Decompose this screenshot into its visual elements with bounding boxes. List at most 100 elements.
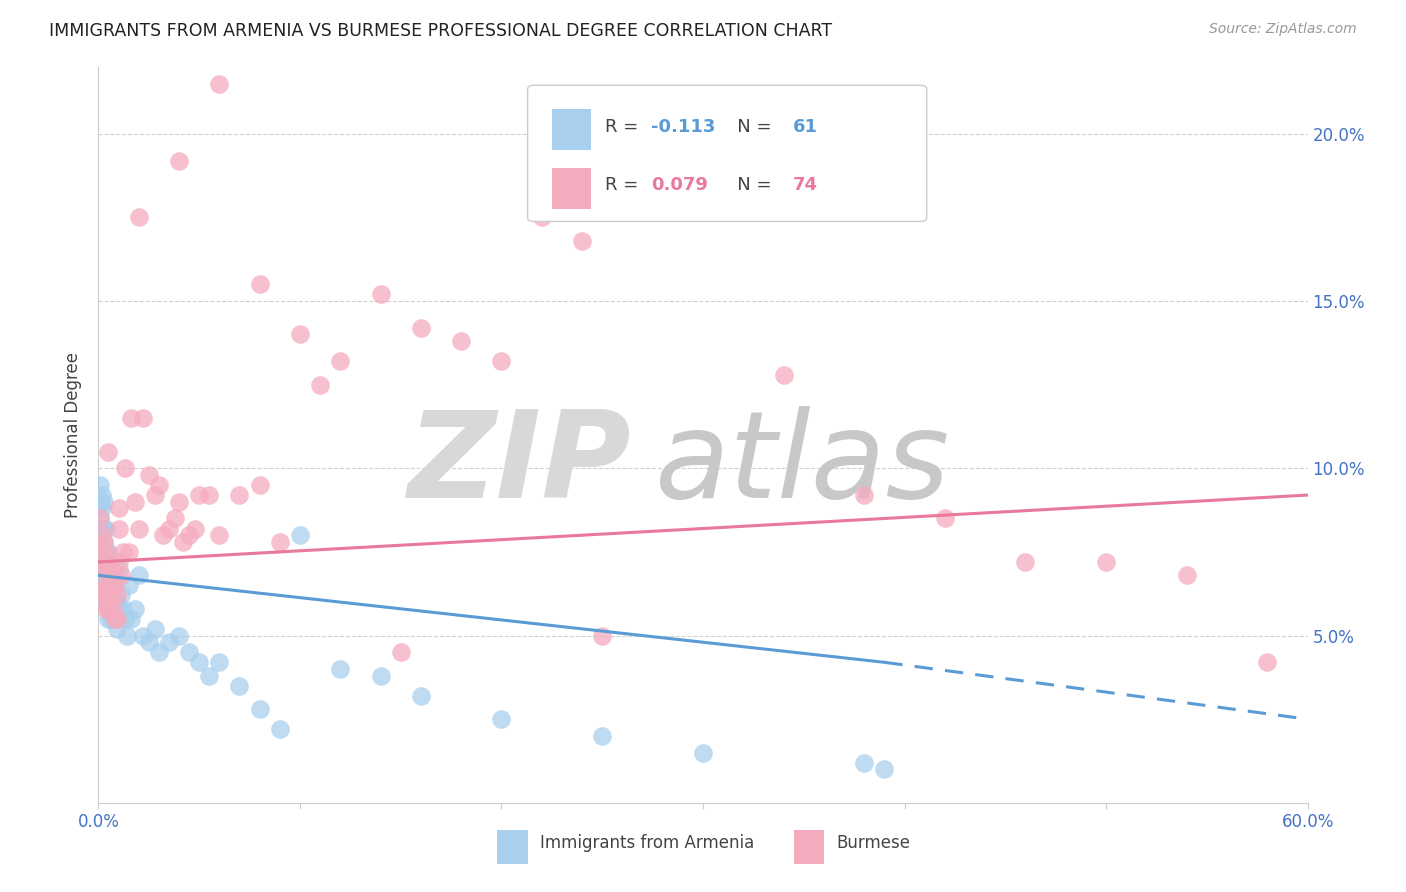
Point bbox=[120, 612, 142, 626]
Point bbox=[105, 612, 128, 626]
Point bbox=[96, 595, 118, 609]
Point bbox=[110, 568, 132, 582]
Point bbox=[692, 167, 714, 181]
Point bbox=[103, 612, 125, 626]
Text: 61: 61 bbox=[793, 118, 817, 136]
Point bbox=[105, 595, 128, 609]
Point bbox=[97, 612, 120, 626]
Point bbox=[1175, 568, 1198, 582]
Point bbox=[93, 589, 115, 603]
Point bbox=[101, 601, 124, 615]
Point bbox=[89, 511, 111, 525]
Point bbox=[143, 488, 166, 502]
Text: N =: N = bbox=[720, 177, 778, 194]
Point bbox=[288, 528, 311, 542]
Point bbox=[163, 511, 186, 525]
Point bbox=[138, 635, 160, 649]
Text: ZIP: ZIP bbox=[406, 406, 630, 523]
Point bbox=[269, 534, 291, 549]
Point bbox=[249, 277, 271, 292]
Text: 0.079: 0.079 bbox=[651, 177, 707, 194]
Point bbox=[188, 488, 211, 502]
Point bbox=[97, 601, 120, 615]
Point bbox=[103, 612, 125, 626]
Point bbox=[105, 589, 128, 603]
Point bbox=[389, 645, 412, 659]
Point bbox=[96, 545, 118, 559]
Point bbox=[128, 211, 150, 225]
Point bbox=[591, 729, 613, 743]
Point bbox=[132, 628, 155, 642]
Point bbox=[89, 494, 111, 508]
Point bbox=[114, 461, 136, 475]
Point bbox=[115, 628, 138, 642]
Point bbox=[288, 327, 311, 342]
Point bbox=[148, 478, 170, 492]
Point bbox=[138, 467, 160, 482]
Point bbox=[96, 521, 118, 535]
Point bbox=[93, 534, 115, 549]
Point bbox=[100, 562, 122, 576]
Point bbox=[107, 555, 129, 569]
Point bbox=[91, 562, 114, 576]
Text: R =: R = bbox=[605, 177, 644, 194]
Point bbox=[114, 612, 136, 626]
FancyBboxPatch shape bbox=[551, 168, 591, 209]
Point bbox=[96, 578, 118, 592]
Point bbox=[143, 622, 166, 636]
Y-axis label: Professional Degree: Professional Degree bbox=[65, 351, 83, 518]
Point bbox=[228, 488, 250, 502]
Point bbox=[772, 368, 794, 382]
Point bbox=[370, 669, 392, 683]
Point bbox=[93, 562, 115, 576]
Point bbox=[118, 578, 141, 592]
Text: IMMIGRANTS FROM ARMENIA VS BURMESE PROFESSIONAL DEGREE CORRELATION CHART: IMMIGRANTS FROM ARMENIA VS BURMESE PROFE… bbox=[49, 22, 832, 40]
Point bbox=[228, 679, 250, 693]
Point bbox=[97, 555, 120, 569]
Point bbox=[873, 762, 896, 776]
Text: Burmese: Burmese bbox=[837, 834, 910, 852]
Point bbox=[91, 545, 114, 559]
Point bbox=[249, 478, 271, 492]
Point bbox=[91, 528, 114, 542]
Point bbox=[91, 589, 114, 603]
Point bbox=[93, 562, 115, 576]
Point bbox=[97, 444, 120, 458]
Point bbox=[103, 578, 125, 592]
Point bbox=[148, 645, 170, 659]
Point bbox=[93, 494, 115, 508]
Point bbox=[101, 601, 124, 615]
Point bbox=[128, 568, 150, 582]
Point bbox=[329, 662, 352, 676]
Point bbox=[97, 545, 120, 559]
Point bbox=[107, 562, 129, 576]
Point bbox=[491, 712, 513, 726]
Point bbox=[934, 511, 956, 525]
FancyBboxPatch shape bbox=[793, 830, 824, 863]
Point bbox=[101, 568, 124, 582]
Point bbox=[89, 511, 111, 525]
Point bbox=[118, 545, 141, 559]
Point bbox=[491, 354, 513, 368]
Text: N =: N = bbox=[720, 118, 778, 136]
Point bbox=[309, 377, 332, 392]
Point bbox=[409, 689, 432, 703]
Point bbox=[1256, 655, 1278, 669]
Point bbox=[100, 589, 122, 603]
Point bbox=[631, 201, 654, 215]
Point bbox=[101, 568, 124, 582]
Point bbox=[100, 562, 122, 576]
Point bbox=[167, 494, 190, 508]
Point bbox=[132, 411, 155, 425]
Point bbox=[124, 494, 146, 508]
Point bbox=[97, 578, 120, 592]
Point bbox=[329, 354, 352, 368]
Point bbox=[172, 534, 194, 549]
Point bbox=[409, 320, 432, 334]
Point bbox=[111, 545, 134, 559]
Point bbox=[269, 723, 291, 737]
Text: Immigrants from Armenia: Immigrants from Armenia bbox=[540, 834, 754, 852]
FancyBboxPatch shape bbox=[498, 830, 527, 863]
Point bbox=[167, 628, 190, 642]
Point bbox=[450, 334, 472, 348]
